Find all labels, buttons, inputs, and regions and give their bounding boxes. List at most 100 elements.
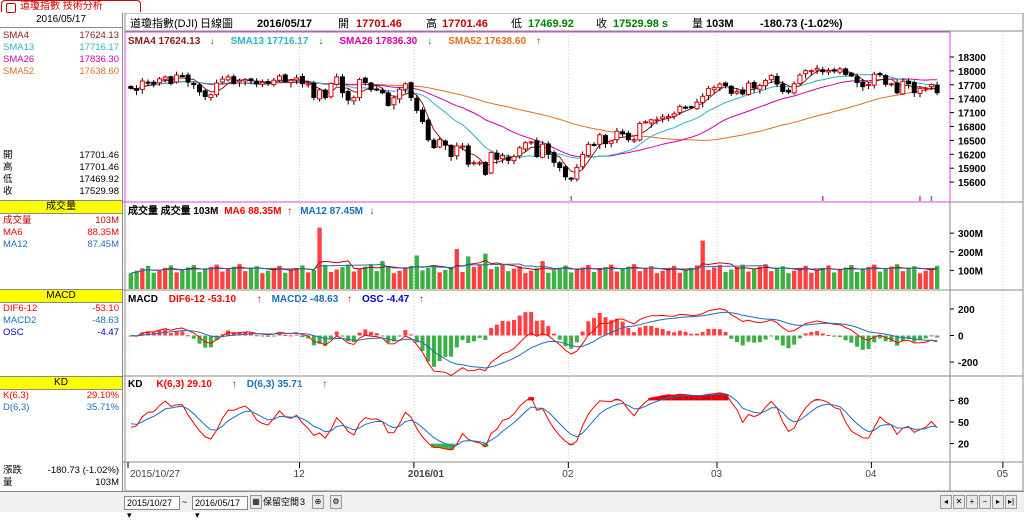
macd-osc-bar: [695, 334, 699, 336]
volume-bar: [929, 268, 933, 289]
candle-body: [455, 146, 459, 156]
volume-bar: [861, 269, 865, 289]
legend-arrow-up-icon: ↑: [419, 294, 424, 305]
info-ohlc-label: 高: [3, 162, 13, 174]
header-low: 17469.92: [528, 18, 574, 30]
macd-osc-bar: [638, 327, 642, 335]
candle-body: [638, 123, 642, 139]
volume-bar: [660, 271, 664, 289]
calendar-icon[interactable]: ▦: [250, 495, 262, 509]
volume-bar: [866, 267, 870, 289]
macd-osc-bar: [832, 336, 836, 337]
candle-body: [821, 70, 825, 72]
info-sma-label: SMA13: [3, 42, 34, 54]
info-macd-label: OSC: [3, 327, 24, 339]
zoom-icon[interactable]: ⊕: [312, 495, 324, 509]
xtick-label: 2015/10/27: [130, 469, 180, 480]
macd-osc-bar: [855, 336, 859, 347]
start-date-field[interactable]: 2015/10/27 ▾: [124, 496, 180, 510]
volume-bar: [386, 266, 390, 289]
legend-macd-2: MACD2 -48.63: [272, 294, 339, 305]
candle-body: [260, 82, 264, 84]
macd-osc-bar: [523, 312, 527, 335]
volume-bar: [249, 269, 253, 289]
legend-arrow-up-icon: ↑: [232, 379, 237, 390]
candle-body: [844, 69, 848, 74]
candle-body: [672, 114, 676, 116]
candle-body: [283, 75, 287, 82]
settings-icon[interactable]: ⚙: [330, 495, 342, 509]
macd-osc-bar: [403, 330, 407, 335]
legend-kd-0: KD: [128, 379, 142, 390]
volume-bar: [769, 271, 773, 289]
volume-bar: [529, 271, 533, 289]
tab-technical-analysis[interactable]: 道瓊指數 技術分析: [1, 0, 141, 12]
candle-body: [135, 89, 139, 91]
volume-bar: [649, 266, 653, 289]
volume-bar: [546, 273, 550, 289]
candle-body: [838, 69, 842, 72]
macd-osc-bar: [712, 329, 716, 336]
info-kd-label: D(6,3): [3, 402, 29, 414]
zoom-out-icon[interactable]: −: [979, 495, 991, 509]
volume-bar: [335, 269, 339, 289]
legend-macd-3: OSC -4.47: [362, 294, 410, 305]
volume-bar: [758, 267, 762, 289]
info-macd-value: -4.47: [97, 327, 119, 339]
legend-arrow-up-icon: ↑: [322, 379, 327, 390]
volume-bar: [163, 268, 167, 289]
legend-macd-0: MACD: [128, 294, 158, 305]
price-ytick-label: 17100: [958, 109, 986, 120]
volume-bar: [918, 273, 922, 289]
candle-body: [689, 107, 693, 108]
end-date-field[interactable]: 2016/05/17 ▾: [192, 496, 248, 510]
scroll-end-icon[interactable]: ▸|: [1005, 495, 1017, 509]
candle-body: [924, 88, 928, 89]
volume-bar: [437, 272, 441, 289]
macd-osc-bar: [272, 336, 276, 337]
info-sma-label: SMA26: [3, 54, 34, 66]
candle-body: [466, 146, 470, 164]
candle-body: [575, 168, 579, 179]
candle-body: [375, 89, 379, 90]
scroll-right-icon[interactable]: ▸: [992, 495, 1004, 509]
macd-osc-bar: [518, 316, 522, 336]
info-vol-value: 103M: [95, 215, 119, 227]
macd-osc-bar: [581, 332, 585, 336]
candle-body: [146, 82, 150, 83]
header-change: -180.73 (-1.02%): [760, 18, 843, 30]
scroll-left-icon[interactable]: ◂: [940, 495, 952, 509]
header-vol: 103M: [706, 18, 734, 30]
macd-osc-bar: [592, 318, 596, 335]
legend-arrow-down-icon: ↓: [427, 36, 432, 47]
legend-price-1: SMA13 17716.17: [231, 36, 309, 47]
volume-bar: [272, 268, 276, 289]
info-ohlc-value: 17701.46: [79, 150, 119, 162]
zoom-in-icon[interactable]: +: [966, 495, 978, 509]
candle-body: [197, 85, 201, 92]
macd-osc-bar: [512, 320, 516, 336]
volume-bar: [306, 272, 310, 289]
macd-osc-bar: [786, 336, 790, 349]
macd-osc-bar: [483, 336, 487, 340]
macd-osc-bar: [575, 336, 579, 343]
legend-arrow-up-icon: ↑: [257, 294, 262, 305]
date-separator: ~: [182, 496, 187, 508]
volume-bar: [363, 267, 367, 289]
macd-osc-bar: [661, 329, 665, 335]
candle-body: [598, 135, 602, 145]
info-macd-0: DIF6-12-53.10: [3, 303, 119, 315]
close-red-icon[interactable]: ✕: [953, 495, 965, 509]
candle-body: [718, 84, 722, 87]
xtick-label: 05: [997, 469, 1009, 480]
candle-body: [678, 107, 682, 113]
volume-bar: [352, 272, 356, 289]
price-ytick-label: 17400: [958, 95, 986, 106]
candle-body: [621, 132, 625, 134]
volume-bar: [197, 272, 201, 289]
candle-body: [335, 77, 339, 85]
